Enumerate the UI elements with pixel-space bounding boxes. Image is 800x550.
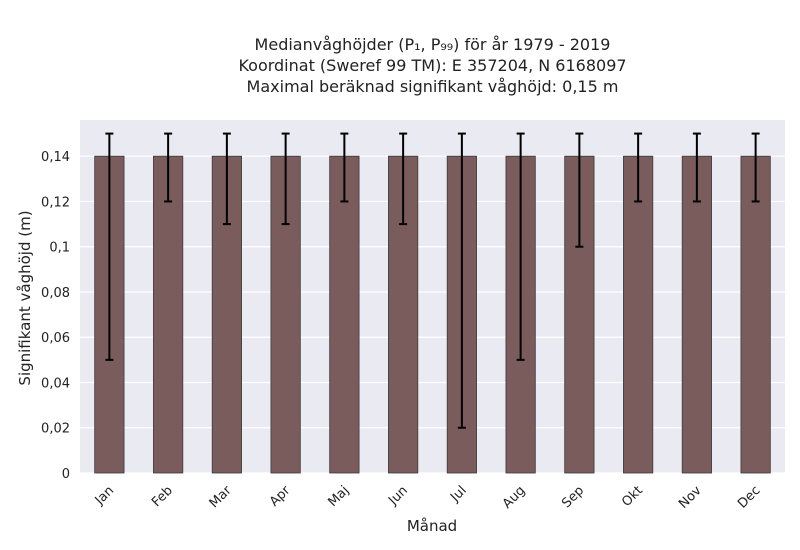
- chart-title-line-1: Medianvåghöjder (P₁, P₉₉) för år 1979 - …: [254, 35, 611, 54]
- bar-feb: [153, 155, 184, 474]
- bar-dec: [740, 155, 771, 474]
- y-tick-label: 0: [62, 467, 70, 482]
- x-tick-label: Jun: [385, 483, 411, 509]
- chart-title-line-3: Maximal beräknad signifikant våghöjd: 0,…: [246, 77, 619, 96]
- x-tick-label: Aug: [500, 483, 529, 512]
- x-tick-label: Jul: [447, 483, 469, 505]
- error-bars: [105, 132, 760, 429]
- y-tick-label: 0,06: [41, 331, 70, 346]
- y-axis-ticks: 0 0,02 0,04 0,06 0,08 0,1 0,12 0,14: [41, 150, 70, 482]
- grid-lines: [80, 155, 785, 474]
- y-axis-label: Signifikant våghöjd (m): [16, 210, 34, 385]
- bar-nov: [681, 155, 712, 474]
- bar-okt: [623, 155, 654, 474]
- plot-background: [80, 120, 785, 473]
- y-tick-label: 0,04: [41, 376, 70, 391]
- chart-title-line-2: Koordinat (Sweref 99 TM): E 357204, N 61…: [238, 56, 627, 75]
- x-tick-label: Jan: [92, 483, 117, 508]
- x-tick-label: Okt: [619, 483, 646, 510]
- bar-maj: [329, 155, 360, 474]
- x-tick-label: Sep: [559, 483, 587, 511]
- x-axis-ticks: Jan Feb Mar Apr Maj Jun Jul Aug Sep Okt Nov Dec: [92, 483, 764, 512]
- chart-title: Medianvåghöjder (P₁, P₉₉) för år 1979 - …: [80, 34, 785, 97]
- x-tick-label: Nov: [676, 483, 705, 512]
- bar-jun: [388, 155, 419, 474]
- x-tick-label: Maj: [325, 483, 352, 510]
- y-tick-label: 0,12: [41, 195, 70, 210]
- x-tick-label: Apr: [267, 483, 294, 510]
- y-tick-label: 0,02: [41, 422, 70, 437]
- x-tick-label: Mar: [207, 483, 235, 511]
- y-tick-label: 0,14: [41, 150, 70, 165]
- x-tick-label: Feb: [149, 483, 176, 510]
- y-tick-label: 0,08: [41, 286, 70, 301]
- x-tick-label: Dec: [735, 483, 763, 511]
- x-axis-label: Månad: [407, 517, 457, 535]
- y-tick-label: 0,1: [49, 241, 70, 256]
